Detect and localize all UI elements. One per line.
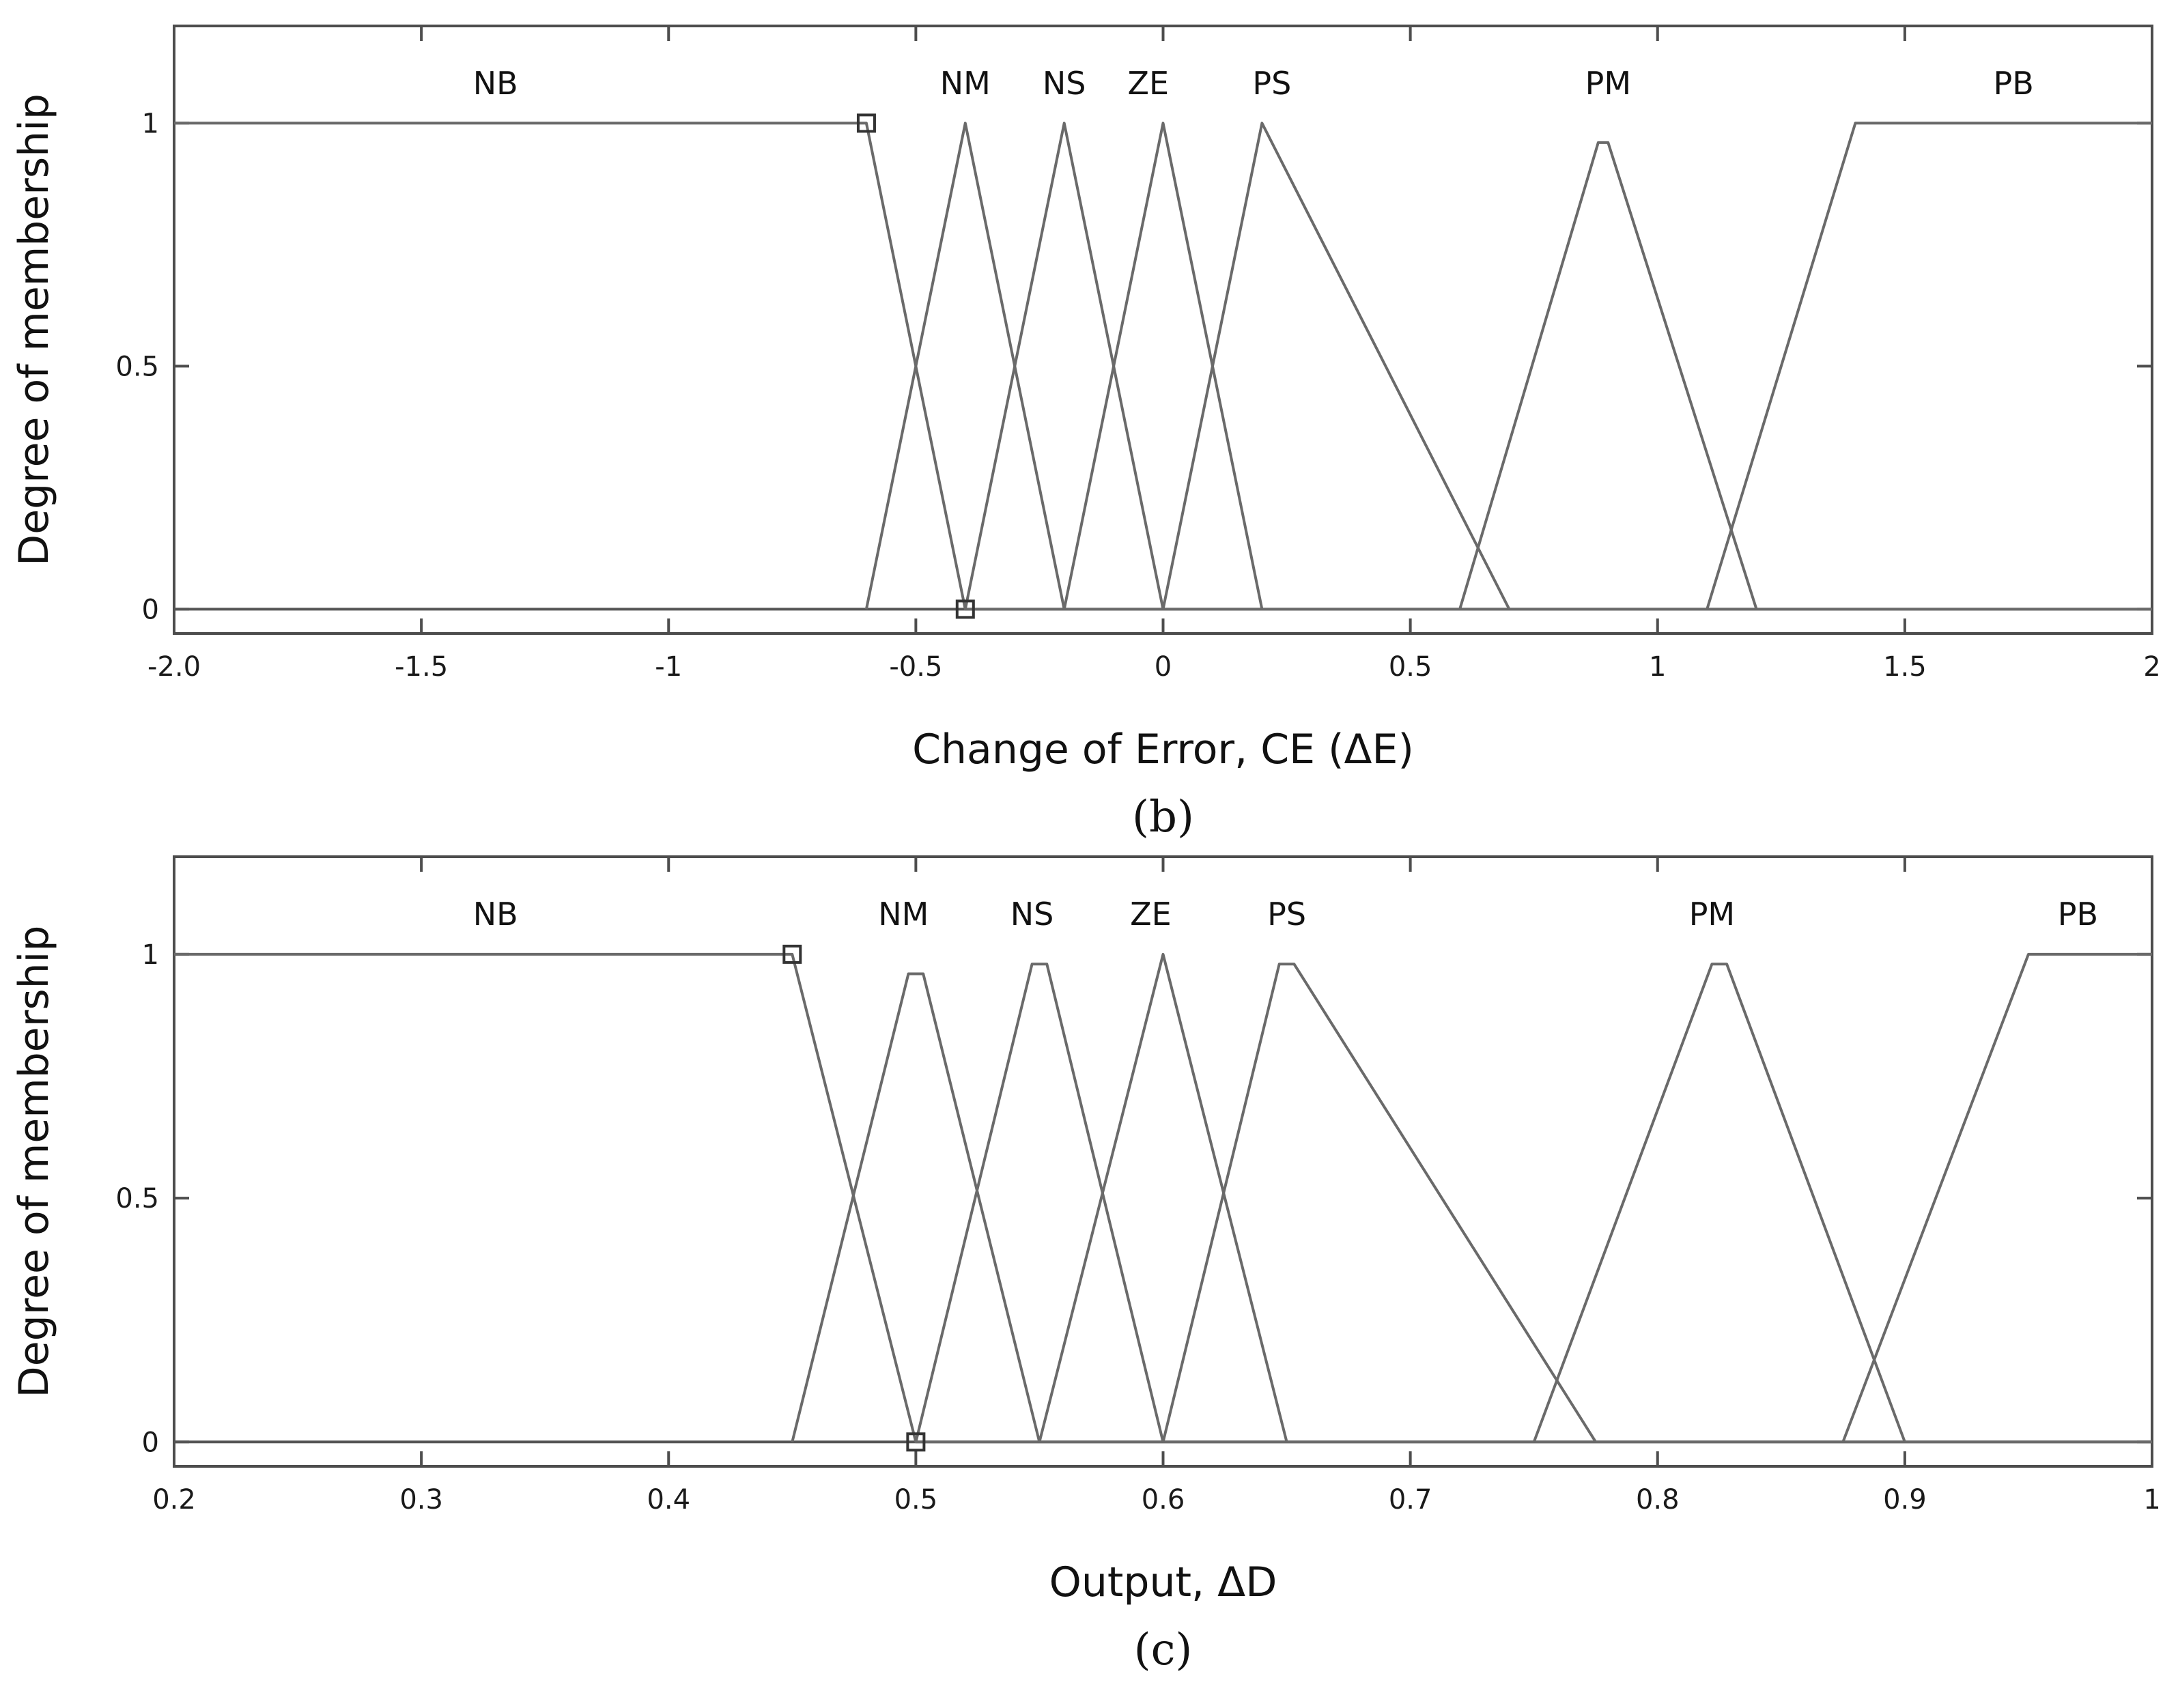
x-tick-label: 0.5 xyxy=(894,1484,938,1515)
set-label-ps: PS xyxy=(1267,896,1306,933)
x-axis-title: Output, ΔD xyxy=(1049,1558,1277,1606)
y-tick-label: 1 xyxy=(142,939,159,971)
set-label-ns: NS xyxy=(1010,896,1054,933)
x-tick-label: 2 xyxy=(2143,651,2160,683)
set-label-nb: NB xyxy=(473,896,518,933)
y-tick-label: 0 xyxy=(142,594,159,625)
x-tick-label: -2.0 xyxy=(147,651,201,683)
membership-function-nm xyxy=(864,122,1066,610)
x-axis-title: Change of Error, CE (ΔE) xyxy=(912,726,1414,773)
y-tick-label: 0 xyxy=(142,1427,159,1458)
x-tick-label: 1.5 xyxy=(1883,651,1927,683)
membership-function-nb xyxy=(174,122,2152,611)
chart-panel-b: -2.0 -1.5 -1 -0.5 0 0.5 1 1.5 2 0 0.5 1 NB NM NS ZE PS PM… xyxy=(10,25,2161,842)
x-tick-label: 0.8 xyxy=(1636,1484,1680,1515)
set-label-pm: PM xyxy=(1585,65,1631,102)
membership-function-ze xyxy=(1038,952,1288,1442)
y-axis-title: Degree of membership xyxy=(10,94,58,566)
square-marker xyxy=(856,113,876,133)
set-label-nb: NB xyxy=(473,65,518,102)
membership-function-pb xyxy=(1841,952,2152,1443)
set-label-pm: PM xyxy=(1689,896,1735,933)
x-tick-label: 1 xyxy=(2143,1484,2160,1515)
panel-label: (b) xyxy=(1132,792,1194,842)
x-tick-label: 0.7 xyxy=(1389,1484,1432,1515)
membership-function-nb xyxy=(174,952,2152,1444)
membership-function-ps xyxy=(1161,963,1597,1443)
membership-function-ze xyxy=(1062,122,1264,610)
membership-function-ns xyxy=(963,122,1165,610)
y-tick-label: 1 xyxy=(142,108,159,139)
y-axis-title: Degree of membership xyxy=(10,926,58,1398)
set-label-ns: NS xyxy=(1043,65,1086,102)
membership-function-nm xyxy=(791,972,1041,1442)
panel-label: (c) xyxy=(1134,1625,1193,1675)
plot-frame xyxy=(173,25,2153,635)
plot-frame xyxy=(173,855,2153,1468)
set-label-pb: PB xyxy=(2058,896,2098,933)
set-label-nm: NM xyxy=(878,896,929,933)
chart-panel-c: 0.2 0.3 0.4 0.5 0.6 0.7 0.8 0.9 1 0 0.5 1 NB NM NS ZE PS… xyxy=(10,855,2161,1675)
y-tick-label: 0.5 xyxy=(115,351,159,382)
set-label-ps: PS xyxy=(1252,65,1291,102)
x-tick-label: -1 xyxy=(655,651,682,683)
x-tick-label: 1 xyxy=(1649,651,1666,683)
membership-function-pm xyxy=(1532,963,1906,1442)
set-label-ze: ZE xyxy=(1130,896,1172,933)
y-tick-label: 0.5 xyxy=(115,1183,159,1214)
x-tick-label: 0.3 xyxy=(399,1484,443,1515)
x-tick-label: 0.5 xyxy=(1389,651,1432,683)
x-tick-label: 0.6 xyxy=(1142,1484,1185,1515)
membership-function-pm xyxy=(1458,141,1758,610)
set-label-pb: PB xyxy=(1994,65,2034,102)
membership-function-pb xyxy=(1706,122,2152,610)
membership-function-ps xyxy=(1161,122,1511,610)
set-label-ze: ZE xyxy=(1127,65,1169,102)
membership-function-ns xyxy=(914,963,1165,1442)
x-tick-label: -1.5 xyxy=(395,651,448,683)
x-tick-label: 0.4 xyxy=(647,1484,690,1515)
x-tick-label: 0.9 xyxy=(1883,1484,1927,1515)
square-marker xyxy=(955,599,975,619)
x-tick-label: 0 xyxy=(1155,651,1172,683)
square-marker xyxy=(906,1432,926,1452)
square-marker xyxy=(782,944,802,964)
x-tick-label: -0.5 xyxy=(889,651,942,683)
set-label-nm: NM xyxy=(940,65,991,102)
x-tick-label: 0.2 xyxy=(152,1484,196,1515)
